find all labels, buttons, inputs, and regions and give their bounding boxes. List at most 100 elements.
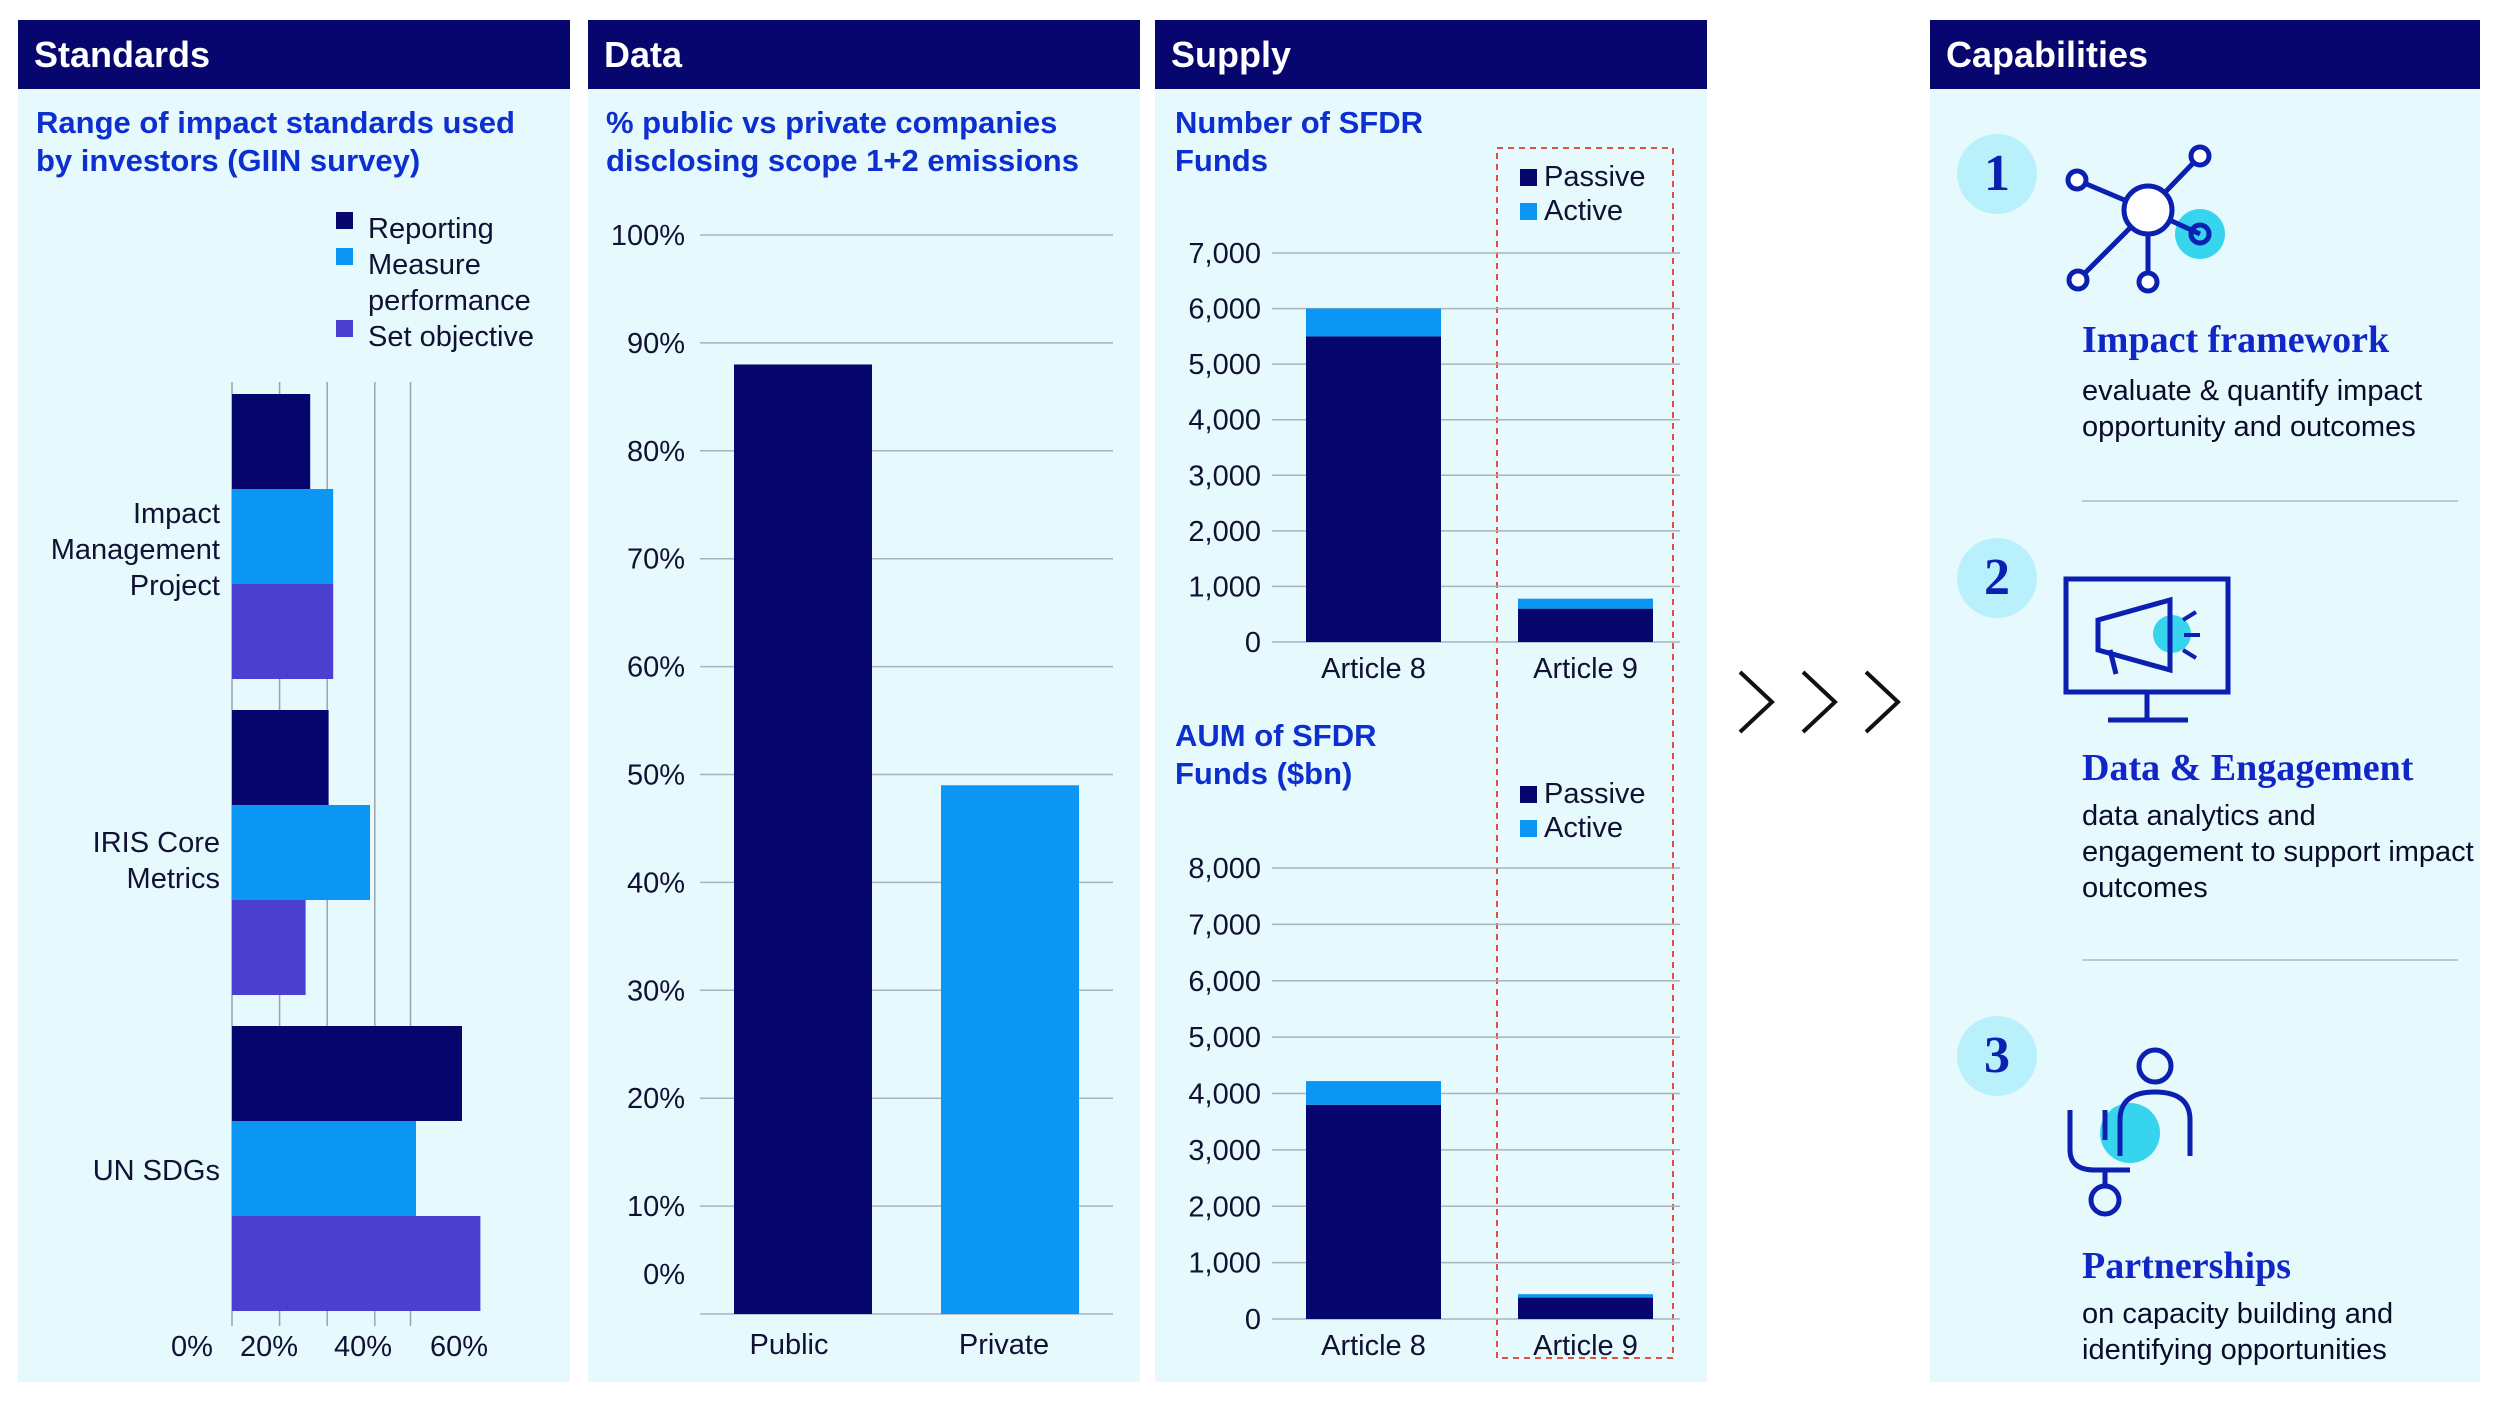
category-label: IRIS Core bbox=[93, 827, 220, 859]
legend-swatch bbox=[1520, 169, 1537, 186]
y-tick-label: 50% bbox=[627, 760, 685, 792]
sfdr-aum-chart-title: AUM of SFDR Funds ($bn) bbox=[1175, 718, 1377, 791]
capability-number-3: 3 bbox=[1957, 1016, 2037, 1096]
standards-header: Standards bbox=[18, 20, 570, 89]
legend-swatch bbox=[1520, 786, 1537, 803]
y-tick-label: 0 bbox=[1245, 627, 1261, 659]
legend-label: Set objective bbox=[368, 321, 534, 353]
x-tick-label: Article 8 bbox=[1321, 653, 1426, 685]
y-tick-label: 7,000 bbox=[1188, 238, 1261, 270]
category-label: Metrics bbox=[127, 863, 220, 895]
bar bbox=[232, 489, 334, 584]
bar bbox=[232, 584, 334, 679]
network-hub-icon bbox=[2065, 144, 2225, 294]
bar bbox=[232, 710, 329, 805]
data-chart: 0% 10% 20% 30% 40% 50% 60% 70% 80% 90% 100% Public P… bbox=[611, 220, 1113, 1361]
capability-desc-2: data analytics and engagement to support… bbox=[2082, 800, 2474, 904]
y-tick-label: 90% bbox=[627, 328, 685, 360]
y-tick-label: 5,000 bbox=[1188, 349, 1261, 381]
supply-panel: Supply Number of SFDR Funds AUM of SFDR … bbox=[1155, 20, 1707, 1382]
data-panel: Data % public vs private companies discl… bbox=[588, 20, 1140, 1382]
category-label: UN SDGs bbox=[93, 1155, 220, 1187]
y-tick-label: 6,000 bbox=[1188, 294, 1261, 326]
legend-label: Measure bbox=[368, 249, 481, 281]
y-tick-label: 4,000 bbox=[1188, 1079, 1261, 1111]
stacked-bar-segment bbox=[1306, 1104, 1441, 1319]
article9-highlight-box bbox=[1496, 147, 1674, 1359]
y-tick-label: 70% bbox=[627, 544, 685, 576]
bar bbox=[941, 785, 1079, 1314]
x-tick-label: Article 8 bbox=[1321, 1330, 1426, 1362]
capability-number-2: 2 bbox=[1957, 538, 2037, 618]
y-tick-label: 6,000 bbox=[1188, 966, 1261, 998]
y-tick-label: 4,000 bbox=[1188, 405, 1261, 437]
y-tick-label: 80% bbox=[627, 436, 685, 468]
legend-label: Passive bbox=[1544, 778, 1646, 810]
y-tick-label: 10% bbox=[627, 1191, 685, 1223]
capability-title-1: Impact framework bbox=[2082, 319, 2390, 361]
y-tick-label: 100% bbox=[611, 220, 685, 252]
person-handshake-icon bbox=[2067, 1047, 2193, 1217]
legend-label: performance bbox=[368, 285, 531, 317]
capabilities-header: Capabilities bbox=[1930, 20, 2480, 89]
x-tick-label: 40% bbox=[334, 1331, 392, 1363]
y-tick-label: 0 bbox=[1245, 1304, 1261, 1336]
x-tick-label: 20% bbox=[240, 1331, 298, 1363]
legend-label: Active bbox=[1544, 812, 1623, 844]
y-tick-label: 1,000 bbox=[1188, 571, 1261, 603]
standards-chart: 0% 20% 40% 60% Impact Management Project IRIS C… bbox=[51, 212, 534, 1363]
bar bbox=[232, 394, 311, 489]
y-tick-label: 5,000 bbox=[1188, 1022, 1261, 1054]
capabilities-panel: Capabilities 1 Impact framework evaluate… bbox=[1930, 20, 2480, 1382]
legend-swatch bbox=[336, 320, 353, 337]
legend-swatch bbox=[1520, 820, 1537, 837]
stacked-bar-segment bbox=[1306, 308, 1441, 337]
bar bbox=[232, 900, 306, 995]
y-tick-label: 3,000 bbox=[1188, 1135, 1261, 1167]
capability-divider bbox=[2082, 500, 2458, 502]
capability-desc-3: on capacity building and identifying opp… bbox=[2082, 1298, 2394, 1366]
y-tick-label: 40% bbox=[627, 867, 685, 899]
y-tick-label: 8,000 bbox=[1188, 853, 1261, 885]
x-tick-label: Private bbox=[959, 1329, 1049, 1361]
capability-title-3: Partnerships bbox=[2082, 1245, 2291, 1287]
category-label: Management bbox=[51, 534, 220, 566]
standards-panel: Standards Range of impact standards used… bbox=[18, 20, 570, 1382]
capability-number-1: 1 bbox=[1957, 134, 2037, 214]
monitor-megaphone-icon bbox=[2063, 576, 2231, 723]
category-label: Impact bbox=[133, 498, 220, 530]
legend-label: Passive bbox=[1544, 161, 1646, 193]
stacked-bar-segment bbox=[1518, 1294, 1653, 1298]
stacked-bar-segment bbox=[1306, 1081, 1441, 1105]
x-tick-label: Public bbox=[750, 1329, 829, 1361]
bar bbox=[734, 364, 872, 1315]
data-header: Data bbox=[588, 20, 1140, 89]
y-tick-label: 2,000 bbox=[1188, 516, 1261, 548]
legend-swatch bbox=[1520, 203, 1537, 220]
x-tick-label: Article 9 bbox=[1533, 653, 1638, 685]
y-tick-label: 7,000 bbox=[1188, 909, 1261, 941]
bar bbox=[232, 1216, 481, 1311]
x-tick-label: 60% bbox=[430, 1331, 488, 1363]
bar bbox=[232, 1026, 462, 1121]
stacked-bar-segment bbox=[1306, 336, 1441, 642]
y-tick-label: 0% bbox=[643, 1259, 685, 1291]
stacked-bar-segment bbox=[1518, 1297, 1653, 1319]
bar bbox=[232, 805, 370, 900]
legend-swatch bbox=[336, 248, 353, 265]
y-tick-label: 20% bbox=[627, 1083, 685, 1115]
y-tick-label: 1,000 bbox=[1188, 1248, 1261, 1280]
capability-title-2: Data & Engagement bbox=[2082, 747, 2414, 789]
data-chart-title: % public vs private companies disclosing… bbox=[606, 105, 1079, 178]
legend-swatch bbox=[336, 212, 353, 229]
capability-divider bbox=[2082, 959, 2458, 961]
sfdr-funds-chart-title: Number of SFDR Funds bbox=[1175, 105, 1423, 178]
y-tick-label: 60% bbox=[627, 652, 685, 684]
stacked-bar-segment bbox=[1518, 608, 1653, 642]
bar bbox=[232, 1121, 416, 1216]
stacked-bar-segment bbox=[1518, 598, 1653, 609]
x-tick-label: Article 9 bbox=[1533, 1330, 1638, 1362]
y-tick-label: 30% bbox=[627, 975, 685, 1007]
standards-chart-title: Range of impact standards used by invest… bbox=[36, 105, 515, 178]
legend-label: Active bbox=[1544, 195, 1623, 227]
